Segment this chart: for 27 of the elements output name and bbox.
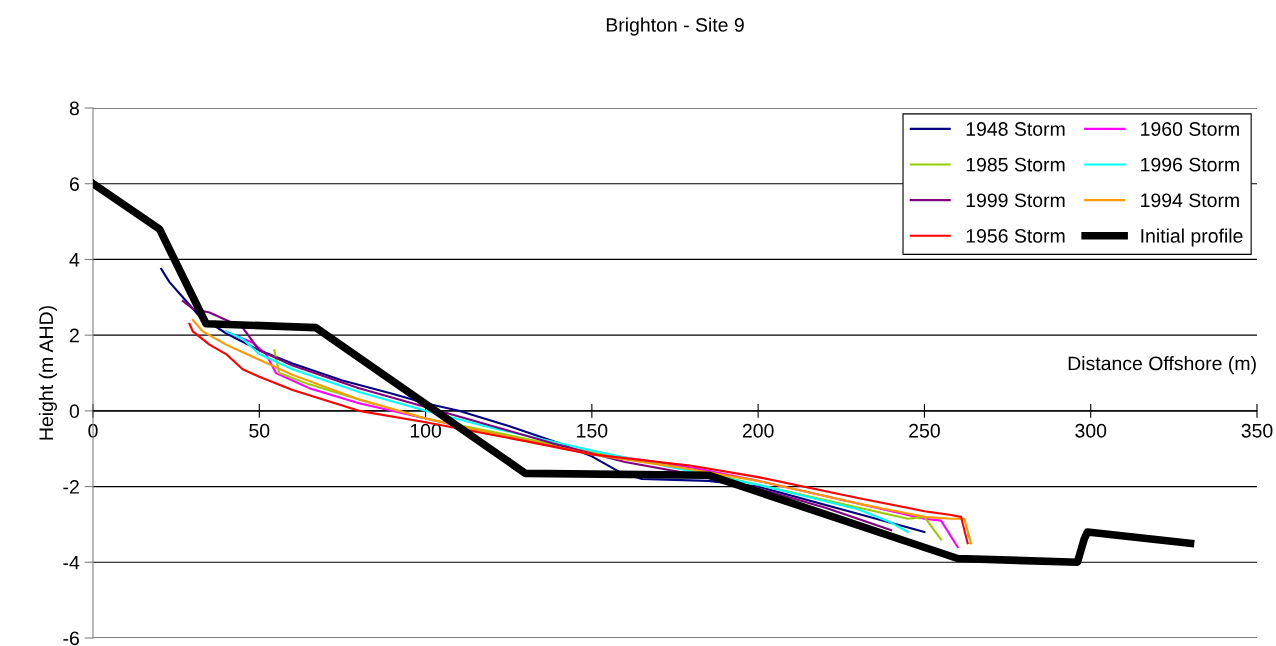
x-tick-label: 300 xyxy=(1075,423,1107,438)
y-tick-label: -6 xyxy=(63,631,79,646)
legend-label: 1994 Storm xyxy=(1141,193,1239,208)
x-tick-label: 0 xyxy=(88,423,98,438)
y-tick-label: 0 xyxy=(69,404,80,419)
x-axis-title: Distance Offshore (m) xyxy=(1068,356,1256,375)
x-tick-label: 350 xyxy=(1241,423,1273,438)
x-tick-label: 100 xyxy=(410,423,442,438)
y-tick-label: 2 xyxy=(69,328,79,343)
legend-label: 1956 Storm xyxy=(966,229,1065,243)
y-tick-label: -4 xyxy=(63,555,80,570)
legend-label: 1960 Storm xyxy=(1141,122,1239,136)
x-tick-label: 200 xyxy=(742,423,774,438)
legend-label: 1985 Storm xyxy=(966,157,1065,172)
legend-label: 1996 Storm xyxy=(1141,157,1239,172)
x-tick-label: 50 xyxy=(249,423,270,438)
legend-label: 1948 Storm xyxy=(966,122,1065,136)
x-tick-label: 150 xyxy=(577,423,608,438)
x-tick-label: 250 xyxy=(909,423,940,438)
legend-label: Initial profile xyxy=(1141,228,1243,247)
y-tick-label: 4 xyxy=(69,253,80,267)
chart-title: Brighton - Site 9 xyxy=(606,17,744,36)
y-axis-title: Height (m AHD) xyxy=(38,306,57,440)
y-tick-label: 6 xyxy=(69,177,79,191)
y-tick-label: -2 xyxy=(63,480,79,494)
legend-label: 1999 Storm xyxy=(966,193,1065,208)
y-tick-label: 8 xyxy=(69,101,79,116)
